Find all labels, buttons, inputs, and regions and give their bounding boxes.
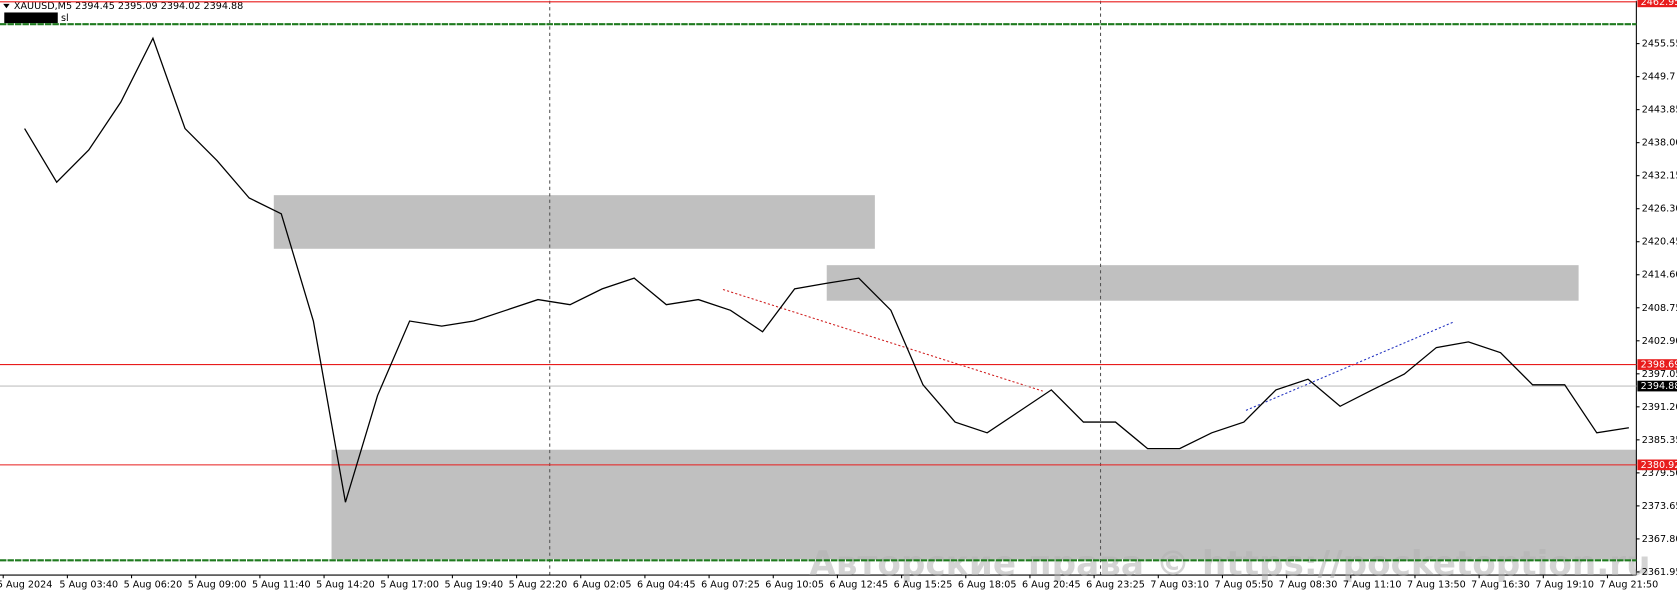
x-tick-label: 5 Aug 06:20: [124, 580, 183, 591]
x-tick-label: 7 Aug 08:30: [1279, 580, 1338, 591]
x-tick-label: 7 Aug 21:50: [1600, 580, 1659, 591]
x-tick-label: 5 Aug 14:20: [316, 580, 375, 591]
symbol-arrow: [3, 3, 10, 9]
price-tag: [1637, 380, 1677, 392]
price-tag-label: 2398.69: [1641, 360, 1677, 371]
y-tick-label: 2361.95: [1642, 567, 1677, 578]
x-tick-label: 5 Aug 17:00: [380, 580, 439, 591]
x-tick-label: 6 Aug 12:45: [829, 580, 888, 591]
y-tick-label: 2373.65: [1642, 501, 1677, 512]
watermark: Авторские права © https://pocketoption.r…: [809, 544, 1650, 584]
price-tag: [1637, 0, 1677, 8]
x-tick-label: 6 Aug 02:05: [573, 580, 632, 591]
y-tick-label: 2402.90: [1642, 336, 1677, 347]
y-tick-label: 2379.50: [1642, 468, 1677, 479]
y-tick-label: 2391.20: [1642, 402, 1677, 413]
x-tick-label: 7 Aug 16:30: [1471, 580, 1530, 591]
x-tick-label: 5 Aug 19:40: [444, 580, 503, 591]
x-tick-label: 6 Aug 23:25: [1086, 580, 1145, 591]
x-tick-label: 7 Aug 13:50: [1407, 580, 1466, 591]
y-tick-label: 2455.55: [1642, 39, 1677, 50]
y-tick-label: 2449.7: [1642, 72, 1676, 83]
price-tag: [1637, 359, 1677, 370]
price-tag: [1637, 459, 1677, 471]
zones: [273, 195, 1637, 560]
price-tag-label: 2462.95: [1641, 0, 1677, 8]
y-tick-label: 2420.45: [1642, 237, 1677, 248]
x-tick-label: 6 Aug 07:25: [701, 580, 760, 591]
price-tag-label: 2380.92: [1641, 460, 1677, 471]
trend-line: [1245, 321, 1455, 411]
price-tag-label: 2394.88: [1641, 381, 1677, 392]
x-tick-label: 5 Aug 2024: [0, 580, 52, 591]
y-tick-label: 2367.80: [1642, 534, 1677, 545]
y-tick-label: 2426.30: [1642, 204, 1677, 215]
x-tick-label: 5 Aug 03:40: [59, 580, 118, 591]
y-tick-label: 2414.60: [1642, 270, 1677, 281]
x-tick-label: 5 Aug 22:20: [509, 580, 568, 591]
y-tick-label: 2443.85: [1642, 105, 1677, 116]
object-box: [4, 12, 58, 24]
y-tick-label: 2397.05: [1642, 369, 1677, 380]
zone: [826, 265, 1579, 301]
trend-line: [722, 288, 1043, 392]
x-tick-label: 7 Aug 19:10: [1535, 580, 1594, 591]
object-label: sl: [61, 13, 69, 24]
x-tick-label: 6 Aug 15:25: [894, 580, 953, 591]
zone: [331, 449, 1637, 560]
x-tick-label: 6 Aug 10:05: [765, 580, 824, 591]
y-tick-label: 2408.75: [1642, 303, 1677, 314]
x-tick-label: 5 Aug 11:40: [252, 580, 311, 591]
x-tick-label: 7 Aug 11:10: [1343, 580, 1402, 591]
x-tick-label: 6 Aug 04:45: [637, 580, 696, 591]
x-tick-label: 6 Aug 20:45: [1022, 580, 1081, 591]
y-tick-label: 2385.35: [1642, 435, 1677, 446]
y-tick-label: 2432.15: [1642, 171, 1677, 182]
y-tick-label: 2438.00: [1642, 138, 1677, 149]
chart-title: XAUUSD,M5 2394.45 2395.09 2394.02 2394.8…: [14, 1, 243, 12]
x-tick-label: 5 Aug 09:00: [188, 580, 247, 591]
price-line-series: [24, 36, 1629, 503]
x-tick-label: 6 Aug 18:05: [958, 580, 1017, 591]
x-tick-label: 7 Aug 03:10: [1150, 580, 1209, 591]
x-tick-label: 7 Aug 05:50: [1215, 580, 1274, 591]
zone: [273, 195, 875, 249]
